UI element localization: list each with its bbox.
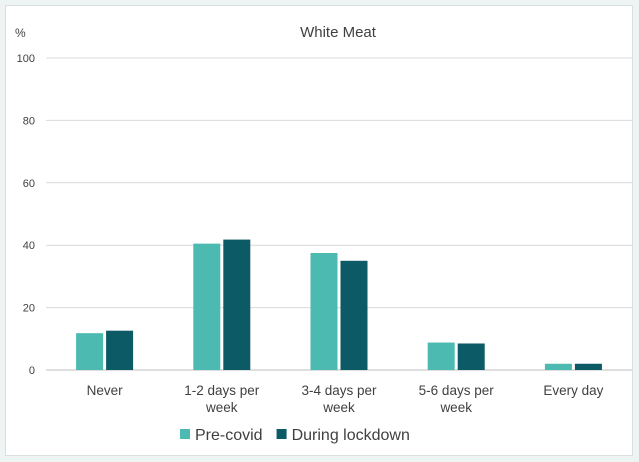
bar-during-lockdown-2 xyxy=(341,261,368,370)
y-tick-label: 20 xyxy=(23,303,35,315)
bar-pre-covid-3 xyxy=(428,343,455,370)
bar-pre-covid-4 xyxy=(545,364,572,370)
category-label: 3-4 days per xyxy=(301,383,377,398)
bar-during-lockdown-4 xyxy=(575,364,602,370)
bars xyxy=(76,240,602,370)
legend-label: Pre-covid xyxy=(195,427,263,444)
category-label: week xyxy=(439,400,472,415)
category-label: Never xyxy=(87,383,124,398)
chart-title: White Meat xyxy=(300,24,377,41)
legend-label: During lockdown xyxy=(292,427,410,444)
white-meat-chart: % White Meat 0 20 40 60 80 100 Never 1-2 days … xyxy=(6,6,632,455)
category-labels: Never 1-2 days per week 3-4 days per week 5-6… xyxy=(87,383,604,415)
category-label: 1-2 days per xyxy=(184,383,260,398)
legend: Pre-covid During lockdown xyxy=(180,427,410,444)
category-label: week xyxy=(322,400,355,415)
category-label: week xyxy=(205,400,238,415)
y-tick-label: 100 xyxy=(17,53,35,65)
category-label: Every day xyxy=(543,383,603,398)
bar-during-lockdown-0 xyxy=(106,331,133,370)
legend-swatch-during-lockdown xyxy=(277,429,287,439)
bar-during-lockdown-1 xyxy=(223,240,250,370)
bar-pre-covid-0 xyxy=(76,333,103,370)
category-label: 5-6 days per xyxy=(419,383,495,398)
y-axis-ticks: 0 20 40 60 80 100 xyxy=(17,53,35,377)
bar-pre-covid-1 xyxy=(193,244,220,370)
bar-pre-covid-2 xyxy=(311,253,338,370)
gridlines xyxy=(46,58,632,370)
bar-during-lockdown-3 xyxy=(458,343,485,370)
y-tick-label: 0 xyxy=(29,365,35,377)
chart-panel: % White Meat 0 20 40 60 80 100 Never 1-2 days … xyxy=(5,5,633,456)
y-tick-label: 80 xyxy=(23,115,35,127)
legend-swatch-pre-covid xyxy=(180,429,190,439)
y-unit-label: % xyxy=(15,26,26,40)
y-tick-label: 40 xyxy=(23,240,35,252)
y-tick-label: 60 xyxy=(23,178,35,190)
